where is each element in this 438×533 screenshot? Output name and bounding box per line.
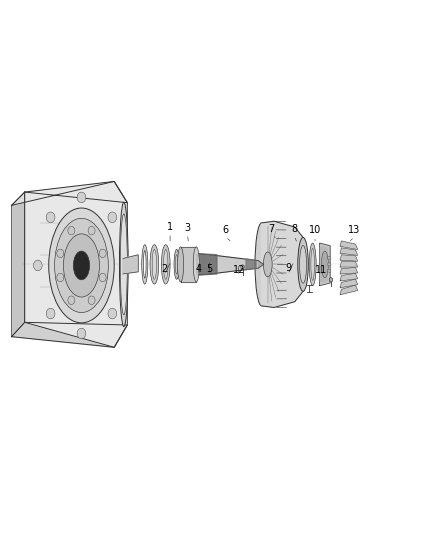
Ellipse shape bbox=[73, 251, 90, 280]
Polygon shape bbox=[340, 262, 357, 267]
Ellipse shape bbox=[161, 245, 170, 284]
Text: 11: 11 bbox=[315, 265, 327, 274]
Ellipse shape bbox=[99, 273, 106, 282]
Ellipse shape bbox=[120, 202, 128, 327]
Ellipse shape bbox=[255, 223, 268, 306]
Ellipse shape bbox=[77, 192, 86, 203]
Polygon shape bbox=[12, 322, 127, 348]
Polygon shape bbox=[321, 247, 327, 282]
Ellipse shape bbox=[108, 308, 117, 319]
Polygon shape bbox=[12, 181, 127, 205]
Ellipse shape bbox=[328, 269, 331, 272]
Ellipse shape bbox=[177, 247, 184, 282]
Ellipse shape bbox=[163, 249, 168, 279]
Ellipse shape bbox=[298, 237, 308, 292]
Polygon shape bbox=[25, 181, 127, 348]
Text: 1: 1 bbox=[167, 222, 173, 232]
Polygon shape bbox=[340, 279, 357, 288]
Ellipse shape bbox=[321, 251, 328, 278]
Text: 2: 2 bbox=[161, 264, 168, 273]
Ellipse shape bbox=[311, 248, 314, 280]
Ellipse shape bbox=[46, 308, 55, 319]
Ellipse shape bbox=[144, 251, 146, 278]
Polygon shape bbox=[197, 254, 217, 275]
Ellipse shape bbox=[329, 278, 333, 282]
Ellipse shape bbox=[68, 227, 75, 235]
Ellipse shape bbox=[68, 296, 75, 304]
Text: 9: 9 bbox=[285, 263, 291, 273]
Polygon shape bbox=[123, 255, 138, 274]
Ellipse shape bbox=[46, 212, 55, 223]
Ellipse shape bbox=[193, 247, 199, 282]
Text: 10: 10 bbox=[309, 225, 321, 236]
Polygon shape bbox=[340, 285, 357, 295]
Ellipse shape bbox=[57, 249, 64, 257]
Polygon shape bbox=[340, 241, 357, 249]
Text: 5: 5 bbox=[206, 264, 212, 273]
Ellipse shape bbox=[120, 214, 127, 315]
Ellipse shape bbox=[55, 219, 108, 312]
Polygon shape bbox=[340, 255, 357, 261]
Ellipse shape bbox=[174, 249, 179, 279]
Polygon shape bbox=[340, 268, 357, 274]
Ellipse shape bbox=[309, 243, 316, 286]
Text: 7: 7 bbox=[268, 224, 275, 235]
Ellipse shape bbox=[88, 227, 95, 235]
Ellipse shape bbox=[99, 249, 106, 257]
Ellipse shape bbox=[300, 246, 307, 283]
Ellipse shape bbox=[263, 252, 272, 277]
Text: 8: 8 bbox=[291, 224, 297, 235]
Ellipse shape bbox=[64, 234, 99, 297]
Ellipse shape bbox=[241, 265, 244, 269]
Ellipse shape bbox=[175, 255, 178, 274]
Ellipse shape bbox=[328, 256, 331, 260]
Polygon shape bbox=[261, 221, 303, 308]
Ellipse shape bbox=[49, 208, 114, 323]
Ellipse shape bbox=[150, 245, 159, 284]
Polygon shape bbox=[340, 273, 357, 281]
Ellipse shape bbox=[328, 263, 331, 266]
Ellipse shape bbox=[108, 212, 117, 223]
Polygon shape bbox=[197, 254, 258, 275]
Text: 6: 6 bbox=[223, 225, 229, 236]
Text: 3: 3 bbox=[184, 223, 191, 233]
Text: 4: 4 bbox=[195, 264, 201, 273]
Polygon shape bbox=[340, 248, 357, 255]
Ellipse shape bbox=[33, 260, 42, 271]
Text: 13: 13 bbox=[348, 225, 360, 236]
Ellipse shape bbox=[152, 249, 156, 279]
Polygon shape bbox=[180, 247, 196, 282]
Ellipse shape bbox=[142, 245, 148, 284]
Ellipse shape bbox=[88, 296, 95, 304]
Ellipse shape bbox=[121, 260, 130, 271]
Polygon shape bbox=[246, 259, 256, 270]
Text: 12: 12 bbox=[233, 265, 245, 274]
Polygon shape bbox=[320, 243, 330, 286]
Polygon shape bbox=[12, 192, 25, 337]
Polygon shape bbox=[258, 261, 264, 268]
Ellipse shape bbox=[77, 328, 86, 339]
Ellipse shape bbox=[57, 273, 64, 282]
